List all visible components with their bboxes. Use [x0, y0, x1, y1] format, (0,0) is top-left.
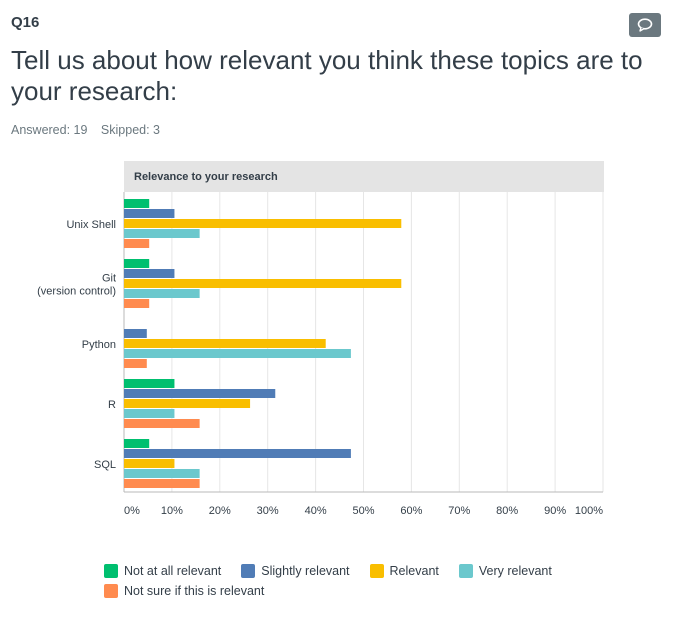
bar[interactable] [124, 459, 175, 468]
chart-header-bar [124, 161, 604, 192]
bar[interactable] [124, 219, 402, 228]
category-label: Python [82, 339, 116, 351]
answered-count: Answered: 19 [11, 123, 88, 137]
bar[interactable] [124, 469, 200, 478]
bar[interactable] [124, 279, 402, 288]
bar[interactable] [124, 269, 175, 278]
response-stats: Answered: 19 Skipped: 3 [11, 123, 170, 137]
legend-label: Very relevant [478, 564, 552, 578]
bar[interactable] [124, 199, 150, 208]
x-tick-label: 50% [352, 505, 374, 517]
bar[interactable] [124, 259, 150, 268]
x-tick-label: 40% [305, 505, 327, 517]
legend-swatch [241, 564, 256, 578]
bar[interactable] [124, 419, 200, 428]
bar[interactable] [124, 349, 351, 358]
bar[interactable] [124, 449, 351, 458]
legend-item: Not at all relevant [104, 564, 221, 578]
bar[interactable] [124, 229, 200, 238]
x-tick-label: 100% [575, 505, 603, 517]
skipped-count: Skipped: 3 [100, 123, 160, 137]
x-tick-label: 60% [400, 505, 422, 517]
bar[interactable] [124, 379, 175, 388]
legend-item: Very relevant [458, 564, 552, 578]
bar[interactable] [124, 439, 150, 448]
x-tick-label: 90% [544, 505, 566, 517]
bar[interactable] [124, 359, 147, 368]
legend-label: Slightly relevant [261, 564, 350, 578]
x-tick-label: 0% [124, 505, 140, 517]
bar[interactable] [124, 409, 175, 418]
legend-item: Relevant [369, 564, 439, 578]
legend-swatch [458, 564, 473, 578]
bar[interactable] [124, 239, 150, 248]
bar[interactable] [124, 399, 251, 408]
question-title: Tell us about how relevant you think the… [11, 45, 643, 106]
x-tick-label: 30% [257, 505, 279, 517]
bar[interactable] [124, 389, 276, 398]
x-tick-label: 70% [448, 505, 470, 517]
legend-swatch [104, 564, 118, 578]
category-label: Unix Shell [66, 219, 116, 231]
bar[interactable] [124, 479, 200, 488]
question-number: Q16 [11, 14, 40, 31]
legend-item: Not sure if this is relevant [104, 584, 264, 598]
x-tick-label: 80% [496, 505, 518, 517]
category-label: R [108, 399, 116, 411]
legend-item: Slightly relevant [241, 564, 350, 578]
bar[interactable] [124, 209, 175, 218]
x-tick-label: 10% [161, 505, 183, 517]
bar[interactable] [124, 329, 147, 338]
legend-label: Relevant [389, 564, 439, 578]
chart-legend: Not at all relevant Slightly relevant Rele… [104, 564, 624, 604]
legend-swatch [369, 564, 384, 578]
relevance-chart: Relevance to your research Unix Shell Git… [37, 161, 604, 517]
bar[interactable] [124, 339, 326, 348]
category-label: SQL [94, 459, 116, 471]
bar[interactable] [124, 289, 200, 298]
x-tick-label: 20% [209, 505, 231, 517]
legend-swatch [104, 584, 118, 598]
comment-button[interactable] [629, 13, 661, 37]
legend-label: Not sure if this is relevant [124, 584, 265, 598]
category-label: Git (version control) [37, 273, 116, 298]
legend-label: Not at all relevant [124, 564, 222, 578]
comment-icon [637, 18, 653, 32]
chart-title: Relevance to your research [134, 171, 278, 183]
bar[interactable] [124, 299, 150, 308]
